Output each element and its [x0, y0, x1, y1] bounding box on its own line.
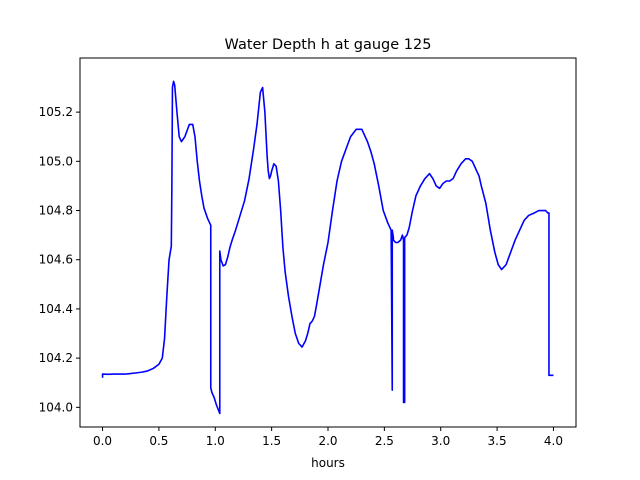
- y-axis-ticks: 104.0 104.2 104.4 104.6 104.8 105.0 105.2: [39, 105, 80, 414]
- y-tick-label: 104.0: [39, 400, 73, 414]
- x-tick-label: 2.0: [318, 434, 337, 448]
- y-tick-label: 105.0: [39, 154, 73, 168]
- series-line: [101, 80, 554, 415]
- x-axis-label: hours: [311, 456, 345, 470]
- y-tick-label: 104.2: [39, 351, 73, 365]
- x-tick-label: 2.5: [375, 434, 394, 448]
- y-tick-label: 105.2: [39, 105, 73, 119]
- y-tick-label: 104.4: [39, 302, 73, 316]
- x-tick-label: 4.0: [544, 434, 563, 448]
- x-tick-label: 0.5: [149, 434, 168, 448]
- plot-area: [101, 80, 554, 415]
- x-tick-label: 3.0: [431, 434, 450, 448]
- x-tick-label: 3.5: [488, 434, 507, 448]
- axes-frame: [79, 57, 577, 428]
- chart-title: Water Depth h at gauge 125: [225, 37, 432, 53]
- x-tick-label: 0.0: [93, 434, 112, 448]
- x-tick-label: 1.0: [206, 434, 225, 448]
- y-tick-label: 104.8: [39, 204, 73, 218]
- x-tick-label: 1.5: [262, 434, 281, 448]
- x-axis-ticks: 0.0 0.5 1.0 1.5 2.0 2.5 3.0 3.5 4.0: [93, 427, 563, 448]
- y-tick-label: 104.6: [39, 253, 73, 267]
